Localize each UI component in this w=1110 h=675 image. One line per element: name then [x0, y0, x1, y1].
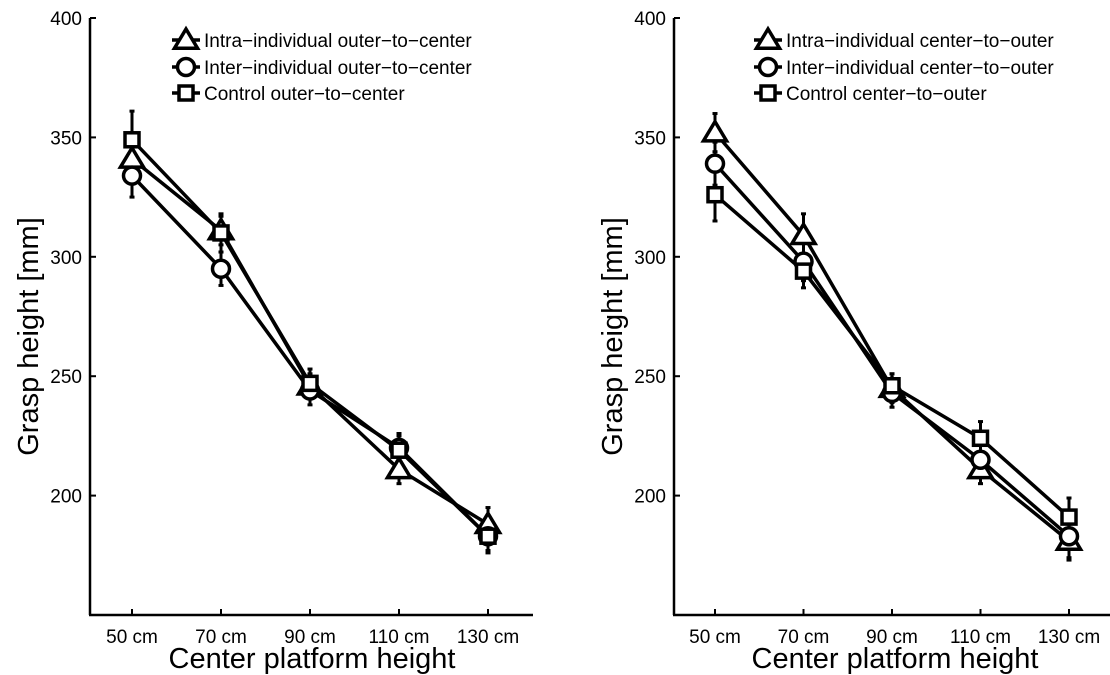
data-point-circle	[121, 165, 143, 186]
data-point-circle	[970, 449, 991, 471]
x-axis-title: Center platform height	[752, 643, 1039, 675]
x-axis-title: Center platform height	[169, 643, 456, 675]
data-point-square	[479, 527, 497, 545]
legend-label: Inter−individual outer−to−center	[204, 58, 472, 79]
data-point-circle	[210, 258, 232, 279]
x-tick-label: 110 cm	[369, 627, 430, 648]
legend-label: Intra−individual center−to−outer	[786, 31, 1054, 52]
series-line	[713, 131, 1071, 543]
x-tick-label: 130 cm	[457, 627, 519, 648]
data-point-square	[706, 185, 724, 204]
series-square	[712, 166, 1072, 538]
x-tick-label: 130 cm	[1038, 627, 1100, 648]
data-point-triangle	[384, 454, 414, 480]
y-axis-title: Grasp height [mm]	[597, 217, 629, 456]
data-point-square	[212, 224, 230, 242]
legend-marker-circle	[757, 56, 779, 78]
legend-label: Control center−to−outer	[786, 84, 987, 105]
legend-marker-circle	[175, 56, 197, 78]
y-tick-label: 300	[634, 248, 666, 269]
data-point-triangle	[788, 220, 819, 246]
y-tick-label: 400	[50, 9, 82, 30]
x-tick-label: 70 cm	[778, 627, 830, 648]
data-point-circle	[704, 153, 726, 174]
x-tick-label: 90 cm	[284, 627, 336, 648]
y-tick-label: 200	[634, 487, 666, 508]
x-tick-label: 90 cm	[866, 627, 918, 648]
data-point-triangle	[700, 118, 730, 143]
legend-label: Control outer−to−center	[204, 84, 405, 105]
series-line	[713, 162, 1071, 538]
y-tick-label: 250	[50, 367, 82, 388]
y-tick-label: 300	[50, 248, 82, 269]
y-tick-label: 250	[634, 367, 666, 388]
data-point-square	[1060, 508, 1078, 526]
series-line	[130, 157, 489, 526]
legend: Intra−individual center−to−outer Inter−in…	[753, 25, 1054, 105]
y-tick-label: 350	[634, 128, 666, 149]
x-tick-label: 70 cm	[195, 627, 247, 648]
y-tick-label: 400	[634, 9, 666, 30]
data-point-square	[123, 131, 141, 149]
legend-marker-triangle	[171, 25, 201, 50]
series-line	[130, 174, 490, 538]
y-tick-label: 350	[50, 128, 82, 149]
series-line	[130, 138, 490, 538]
x-tick-label: 50 cm	[106, 627, 158, 648]
series-triangle	[129, 138, 491, 543]
data-point-square	[971, 429, 990, 448]
right-chart: 200 250 300 350 400 50 cm 70 cm 90 cm 110 cm 130 …	[597, 9, 1110, 675]
data-point-square	[883, 377, 901, 395]
x-tick-label: 110 cm	[950, 627, 1011, 648]
data-point-square	[794, 262, 813, 280]
y-axis-title: Grasp height [mm]	[13, 217, 45, 456]
legend-marker-square	[177, 84, 195, 102]
data-point-square	[301, 374, 319, 393]
y-tick-label: 200	[50, 487, 82, 508]
legend-marker-square	[759, 84, 777, 102]
left-chart: 200 250 300 350 400 50 cm 70 cm 90 cm 110 cm 130 …	[13, 9, 533, 675]
data-point-circle	[1058, 525, 1080, 547]
legend-label: Intra−individual outer−to−center	[204, 31, 472, 52]
legend: Intra−individual outer−to−center Inter−in…	[171, 25, 472, 105]
legend-marker-triangle	[753, 25, 783, 50]
x-tick-label: 50 cm	[689, 627, 741, 648]
series-line	[713, 193, 1071, 519]
data-point-square	[390, 441, 408, 459]
legend-label: Inter−individual center−to−outer	[786, 58, 1054, 79]
series-square	[129, 109, 491, 555]
